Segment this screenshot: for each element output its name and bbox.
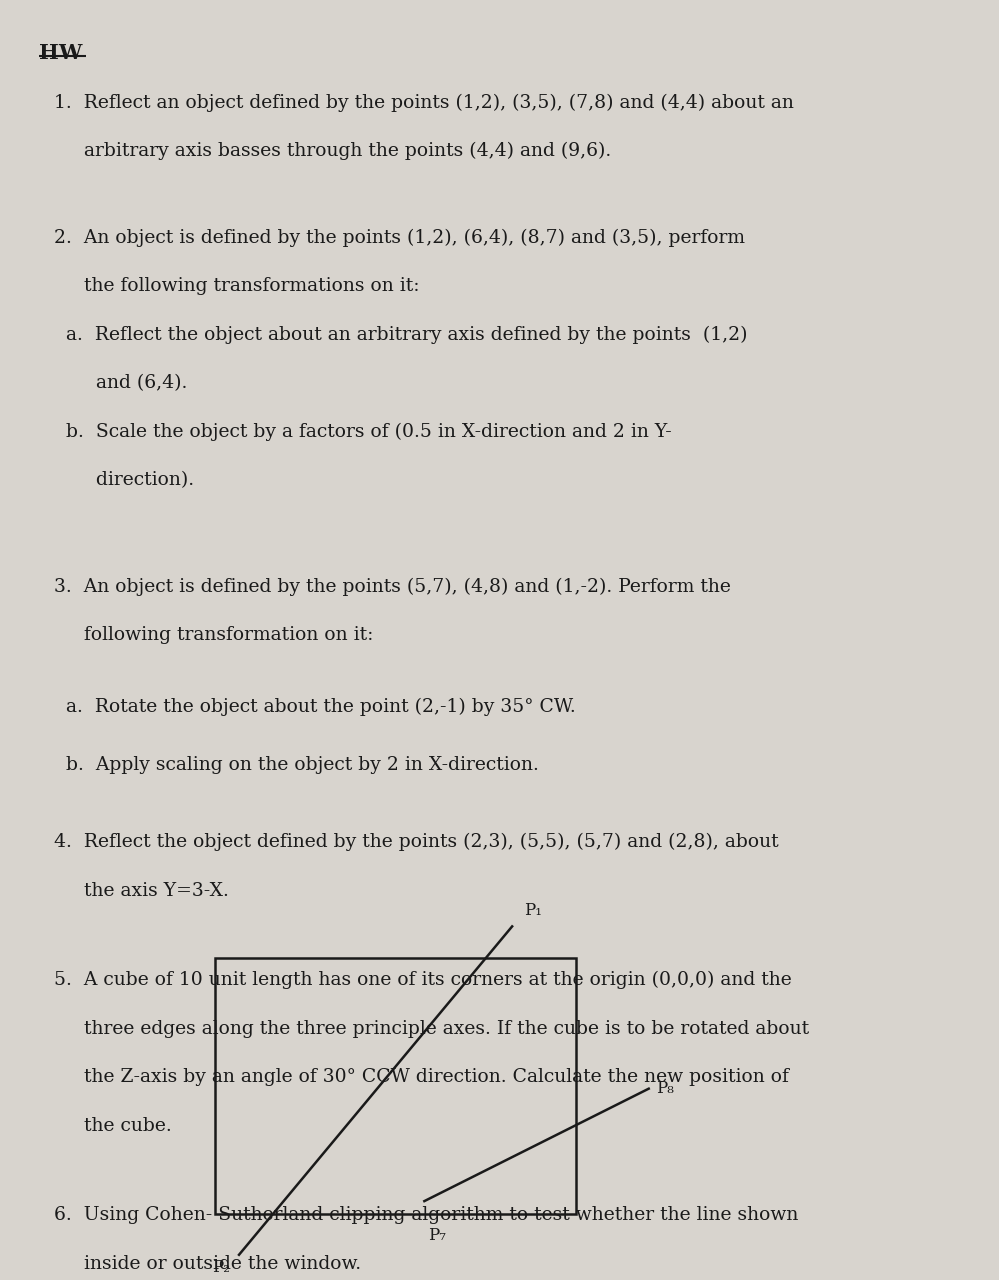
Text: 3.  An object is defined by the points (5,7), (4,8) and (1,-2). Perform the: 3. An object is defined by the points (5… bbox=[54, 577, 730, 595]
Text: three edges along the three principle axes. If the cube is to be rotated about: three edges along the three principle ax… bbox=[54, 1020, 809, 1038]
Text: P₂: P₂ bbox=[212, 1258, 230, 1276]
Text: direction).: direction). bbox=[54, 471, 194, 489]
Text: b.  Scale the object by a factors of (0.5 in X-direction and 2 in Y-: b. Scale the object by a factors of (0.5… bbox=[54, 422, 671, 442]
Text: the Z-axis by an angle of 30° CCW direction. Calculate the new position of: the Z-axis by an angle of 30° CCW direct… bbox=[54, 1069, 788, 1087]
Text: the axis Y=3-X.: the axis Y=3-X. bbox=[54, 882, 229, 900]
Text: 2.  An object is defined by the points (1,2), (6,4), (8,7) and (3,5), perform: 2. An object is defined by the points (1… bbox=[54, 229, 744, 247]
Text: arbitrary axis basses through the points (4,4) and (9,6).: arbitrary axis basses through the points… bbox=[54, 142, 611, 160]
Text: HW: HW bbox=[39, 44, 82, 64]
Text: P₈: P₈ bbox=[656, 1080, 674, 1097]
Text: P₁: P₁ bbox=[523, 901, 541, 919]
Text: 6.  Using Cohen- Sutherland clipping algorithm to test whether the line shown: 6. Using Cohen- Sutherland clipping algo… bbox=[54, 1206, 798, 1224]
Bar bbox=[215, 959, 575, 1213]
Text: b.  Apply scaling on the object by 2 in X-direction.: b. Apply scaling on the object by 2 in X… bbox=[54, 756, 538, 774]
Text: the following transformations on it:: the following transformations on it: bbox=[54, 278, 420, 296]
Text: a.  Rotate the object about the point (2,-1) by 35° CW.: a. Rotate the object about the point (2,… bbox=[54, 698, 575, 716]
Text: and (6,4).: and (6,4). bbox=[54, 374, 187, 393]
Text: 4.  Reflect the object defined by the points (2,3), (5,5), (5,7) and (2,8), abou: 4. Reflect the object defined by the poi… bbox=[54, 833, 778, 851]
Text: 1.  Reflect an object defined by the points (1,2), (3,5), (7,8) and (4,4) about : 1. Reflect an object defined by the poin… bbox=[54, 93, 793, 111]
Text: following transformation on it:: following transformation on it: bbox=[54, 626, 373, 644]
Text: 5.  A cube of 10 unit length has one of its corners at the origin (0,0,0) and th: 5. A cube of 10 unit length has one of i… bbox=[54, 972, 791, 989]
Text: the cube.: the cube. bbox=[54, 1116, 172, 1135]
Text: a.  Reflect the object about an arbitrary axis defined by the points  (1,2): a. Reflect the object about an arbitrary… bbox=[54, 326, 747, 344]
Text: P₇: P₇ bbox=[429, 1226, 447, 1244]
Text: inside or outside the window.: inside or outside the window. bbox=[54, 1254, 361, 1272]
